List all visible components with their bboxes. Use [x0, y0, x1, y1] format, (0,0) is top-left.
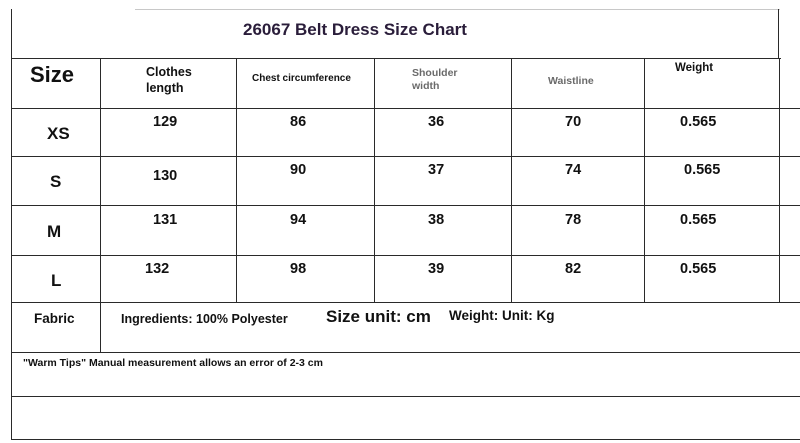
- fabric-divider: [11, 352, 800, 353]
- header-shoulder-line1: Shoulder: [412, 67, 458, 79]
- cell-clothes-length: 132: [145, 261, 170, 277]
- col-divider-1: [100, 58, 101, 353]
- cell-waistline: 78: [565, 212, 582, 228]
- cell-weight: 0.565: [680, 114, 717, 130]
- cell-chest: 90: [290, 162, 307, 178]
- left-border: [11, 9, 12, 440]
- title-right-border: [778, 9, 779, 59]
- cell-shoulder: 36: [428, 114, 445, 130]
- row-divider-4: [11, 302, 800, 303]
- header-divider: [11, 108, 800, 109]
- header-shoulder-width: Shoulder width: [412, 67, 458, 93]
- col-divider-3: [374, 58, 375, 303]
- cell-clothes-length: 129: [153, 114, 178, 130]
- row-divider-1: [11, 156, 800, 157]
- cell-waistline: 70: [565, 114, 582, 130]
- weight-unit: Weight: Unit: Kg: [449, 308, 555, 323]
- right-border: [779, 58, 780, 303]
- row-size-label: S: [50, 172, 62, 191]
- cell-shoulder: 38: [428, 212, 445, 228]
- size-unit: Size unit: cm: [326, 307, 431, 326]
- row-size-label: M: [47, 222, 62, 241]
- row-size-label: XS: [47, 124, 70, 143]
- cell-weight: 0.565: [680, 261, 717, 277]
- chart-title: 26067 Belt Dress Size Chart: [243, 20, 467, 39]
- cell-weight: 0.565: [680, 212, 717, 228]
- tip-divider: [11, 396, 800, 397]
- cell-chest: 98: [290, 261, 307, 277]
- header-clothes-length: Clothes length: [146, 64, 192, 96]
- top-border: [135, 9, 780, 10]
- cell-weight: 0.565: [684, 162, 721, 178]
- header-chest: Chest circumference: [252, 73, 351, 84]
- title-divider: [11, 58, 781, 59]
- header-size: Size: [30, 62, 75, 87]
- cell-waistline: 74: [565, 162, 582, 178]
- row-size-label: L: [51, 271, 62, 290]
- row-divider-3: [11, 255, 800, 256]
- header-clothes-length-line1: Clothes: [146, 65, 192, 79]
- header-waistline: Waistline: [548, 75, 594, 87]
- header-clothes-length-line2: length: [146, 81, 184, 95]
- col-divider-2: [236, 58, 237, 303]
- cell-shoulder: 37: [428, 162, 445, 178]
- bottom-border: [11, 439, 800, 440]
- header-shoulder-line2: width: [412, 80, 440, 92]
- fabric-ingredients: Ingredients: 100% Polyester: [121, 312, 288, 326]
- cell-chest: 86: [290, 114, 307, 130]
- warm-tip: "Warm Tips" Manual measurement allows an…: [23, 357, 323, 369]
- cell-shoulder: 39: [428, 261, 445, 277]
- col-divider-4: [511, 58, 512, 303]
- cell-chest: 94: [290, 212, 307, 228]
- col-divider-5: [644, 58, 645, 303]
- cell-waistline: 82: [565, 261, 582, 277]
- header-weight: Weight: [675, 62, 714, 74]
- cell-clothes-length: 130: [153, 168, 178, 184]
- cell-clothes-length: 131: [153, 212, 178, 228]
- fabric-label: Fabric: [34, 311, 75, 326]
- row-divider-2: [11, 205, 800, 206]
